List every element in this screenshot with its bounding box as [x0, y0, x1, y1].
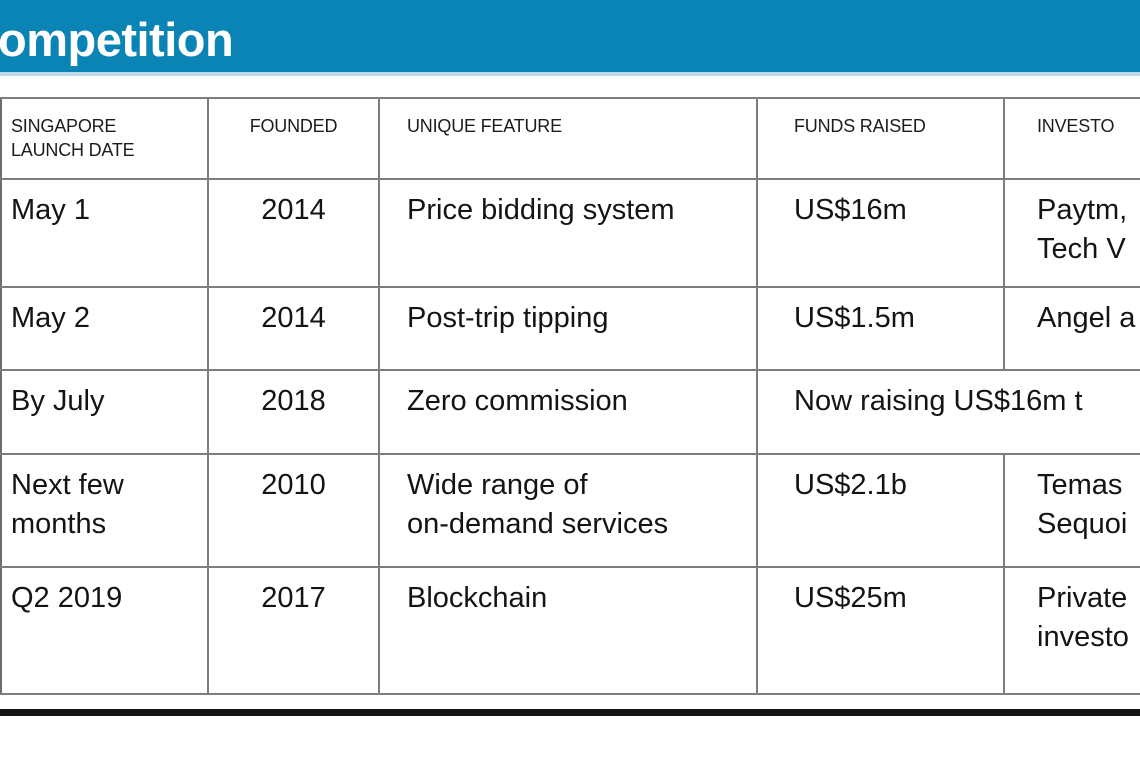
- cell-launch-date: By July: [1, 370, 209, 455]
- cell-launch-date: Q2 2019: [1, 567, 209, 695]
- cell-launch-date: May 1: [1, 179, 209, 288]
- table-row: Q2 2019 2017 Blockchain US$25m Private i…: [1, 567, 1140, 695]
- cell-funds-raised: US$2.1b: [757, 454, 1005, 568]
- title-banner: ompetition: [0, 0, 1140, 76]
- table-row: May 2 2014 Post-trip tipping US$1.5m Ang…: [1, 287, 1140, 371]
- cell-founded: 2018: [208, 370, 380, 455]
- cell-investors: Private investo: [1004, 567, 1140, 695]
- cell-founded: 2010: [208, 454, 380, 568]
- cell-founded: 2017: [208, 567, 380, 695]
- cell-investors: Paytm, Tech V: [1004, 179, 1140, 288]
- cell-unique-feature: Wide range of on-demand services: [379, 454, 758, 568]
- bottom-rule: [0, 709, 1140, 716]
- cell-unique-feature: Price bidding system: [379, 179, 758, 288]
- column-header-funds-raised: FUNDS RAISED: [757, 98, 1005, 180]
- cell-funds-raised: US$16m: [757, 179, 1005, 288]
- page-title: ompetition: [0, 13, 234, 66]
- cell-investors: Angel a: [1004, 287, 1140, 371]
- column-header-launch-date: SINGAPORE LAUNCH DATE: [1, 98, 209, 180]
- cell-unique-feature: Blockchain: [379, 567, 758, 695]
- table-row: By July 2018 Zero commission Now raising…: [1, 370, 1140, 455]
- cell-funds-and-investors-merged: Now raising US$16m t: [757, 370, 1140, 455]
- cell-funds-raised: US$1.5m: [757, 287, 1005, 371]
- table-row: May 1 2014 Price bidding system US$16m P…: [1, 179, 1140, 288]
- column-header-founded: FOUNDED: [208, 98, 380, 180]
- cell-launch-date: Next few months: [1, 454, 209, 568]
- cell-funds-raised: US$25m: [757, 567, 1005, 695]
- table-row: Next few months 2010 Wide range of on-de…: [1, 454, 1140, 568]
- column-header-unique-feature: UNIQUE FEATURE: [379, 98, 758, 180]
- cell-unique-feature: Zero commission: [379, 370, 758, 455]
- cell-founded: 2014: [208, 179, 380, 288]
- cell-founded: 2014: [208, 287, 380, 371]
- competition-table-wrap: SINGAPORE LAUNCH DATE FOUNDED UNIQUE FEA…: [0, 97, 1140, 695]
- cell-unique-feature: Post-trip tipping: [379, 287, 758, 371]
- cell-launch-date: May 2: [1, 287, 209, 371]
- competition-table: SINGAPORE LAUNCH DATE FOUNDED UNIQUE FEA…: [0, 97, 1140, 695]
- cell-investors: Temas Sequoi: [1004, 454, 1140, 568]
- column-header-investors: INVESTO: [1004, 98, 1140, 180]
- header-row: SINGAPORE LAUNCH DATE FOUNDED UNIQUE FEA…: [1, 98, 1140, 180]
